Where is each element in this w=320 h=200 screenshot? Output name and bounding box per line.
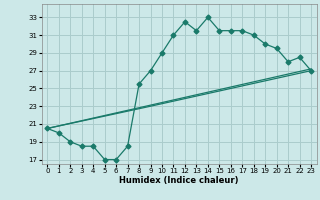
X-axis label: Humidex (Indice chaleur): Humidex (Indice chaleur) <box>119 176 239 185</box>
